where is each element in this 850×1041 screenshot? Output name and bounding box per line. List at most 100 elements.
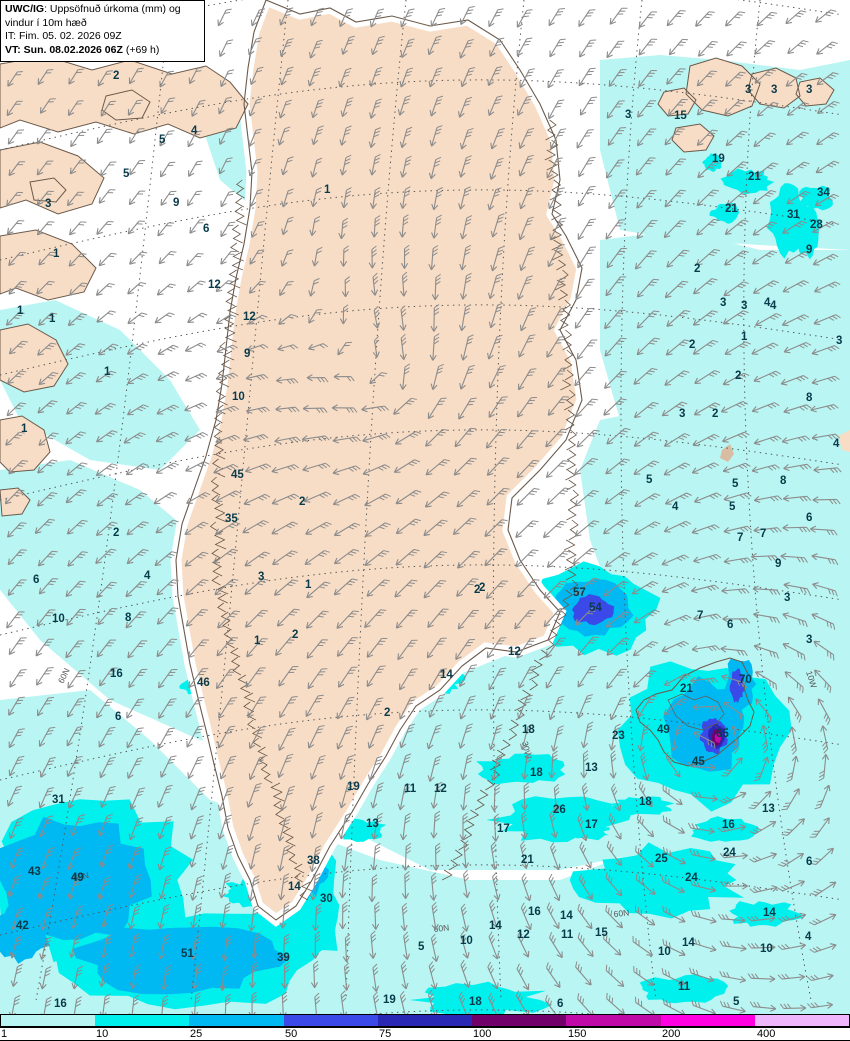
wind-barb-feather (586, 224, 593, 227)
wind-barb-arrowhead (604, 349, 612, 357)
wind-barb-feather (621, 189, 628, 191)
wind-barb-feather (136, 377, 143, 381)
wind-barb-feather (646, 44, 653, 46)
wind-barb-shaft (666, 249, 685, 268)
wind-barb-feather (173, 404, 179, 408)
wind-barb-feather (406, 155, 412, 160)
wind-barb (429, 95, 444, 117)
wind-barb-feather (346, 42, 353, 45)
wind-barb (184, 402, 208, 412)
wind-barb-arrowhead (339, 318, 347, 325)
wind-barb-shaft (633, 368, 653, 385)
wind-barb (636, 278, 660, 298)
wind-barb-feather (709, 132, 716, 134)
wind-barb-feather (408, 8, 415, 11)
wind-barb (782, 220, 807, 234)
wind-barb-shaft (96, 310, 111, 323)
wind-barb-feather (556, 157, 563, 160)
wind-barb-shaft (697, 161, 714, 179)
wind-barb-shaft (605, 276, 621, 297)
wind-barb-feather (319, 344, 325, 349)
wind-barb-feather (408, 38, 415, 41)
wind-barb-feather (614, 46, 621, 48)
wind-barb-feather (465, 12, 472, 15)
wind-barb (487, 273, 503, 300)
wind-barb-feather (826, 257, 833, 261)
wind-barb-feather (256, 98, 263, 101)
wind-barb-arrowhead (156, 408, 164, 415)
wind-barb (814, 193, 840, 207)
wind-barb-feather (589, 366, 596, 369)
wind-barb-arrowhead (814, 199, 822, 207)
wind-barb-arrowhead (724, 348, 732, 355)
precip-contour-band-10 (565, 819, 610, 839)
wind-barb-feather (586, 281, 593, 283)
wind-barb (184, 372, 208, 382)
wind-barb-feather (287, 156, 294, 160)
wind-barb-feather (465, 45, 471, 48)
wind-barb-feather (467, 368, 474, 371)
wind-barb-feather (560, 307, 567, 310)
wind-barb-feather (197, 66, 204, 69)
wind-barb-shaft (249, 130, 257, 147)
wind-barb-feather (501, 396, 508, 398)
wind-barb-feather (408, 400, 415, 403)
wind-barb-feather (470, 397, 477, 400)
wind-barb (487, 334, 503, 360)
wind-barb-feather (287, 316, 294, 319)
wind-barb-feather (796, 377, 802, 382)
wind-barb-feather (315, 161, 322, 165)
wind-barb-feather (801, 72, 808, 76)
wind-barb (723, 281, 749, 297)
wind-barb-feather (198, 314, 205, 318)
map-canvas[interactable]: 60N 60N 60N 30W 10W 60N 2 4 5 5 3 9 6 1 1 1 1 12 12 9 10 1 45 3… (0, 0, 850, 1014)
wind-barb-feather (287, 38, 294, 41)
wind-barb (310, 187, 322, 208)
wind-barb-feather (232, 344, 238, 349)
wind-barb (720, 400, 749, 413)
wind-barb (187, 130, 202, 148)
wind-barb-feather (342, 224, 348, 229)
wind-barb-shaft (548, 188, 560, 209)
wind-barb-shaft (393, 397, 412, 415)
wind-barb-feather (374, 157, 381, 161)
wind-barb-arrowhead (752, 197, 760, 205)
wind-barb (487, 66, 503, 87)
wind-barb (37, 69, 54, 85)
wind-barb (129, 251, 148, 265)
wind-barb-arrowhead (276, 376, 283, 384)
wind-barb-arrowhead (248, 140, 255, 147)
wind-barb-feather (136, 223, 143, 225)
wind-barb (577, 218, 596, 241)
wind-barb (606, 40, 625, 59)
wind-barb-shaft (752, 250, 772, 265)
wind-barb (574, 366, 596, 387)
wind-barb-feather (530, 307, 537, 310)
wind-barb-arrowhead (786, 168, 793, 176)
wind-barb-feather (496, 11, 502, 14)
wind-barb-arrowhead (756, 109, 764, 117)
wind-barb-feather (346, 407, 351, 413)
wind-barb-feather (108, 103, 115, 106)
wind-barb-feather (525, 74, 532, 77)
wind-barb-feather (768, 252, 775, 256)
wind-barb (281, 188, 294, 208)
wind-barb-feather (795, 224, 801, 228)
wind-barb-feather (469, 364, 475, 368)
wind-barb-arrowhead (751, 406, 759, 413)
wind-barb (248, 280, 266, 294)
wind-barb (98, 252, 117, 267)
wind-barb-arrowhead (487, 203, 495, 211)
wind-barb-arrowhead (215, 285, 223, 293)
wind-barb-feather (324, 377, 329, 383)
wind-barb (187, 755, 204, 780)
wind-barb-feather (529, 246, 536, 249)
wind-barb (184, 432, 209, 442)
wind-barb-feather (201, 312, 208, 316)
wind-barb-feather (711, 278, 718, 281)
wind-barb-feather (770, 403, 777, 408)
wind-barb-feather (228, 69, 235, 72)
wind-barb-feather (139, 375, 146, 379)
wind-barb-feather (48, 402, 55, 405)
wind-barb (428, 67, 443, 88)
